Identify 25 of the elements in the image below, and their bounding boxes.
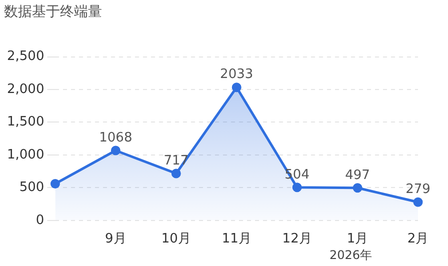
chart-title: 数据基于终端量 [4, 4, 102, 20]
y-tick-label: 2,500 [7, 49, 44, 64]
y-tick-label: 2,000 [7, 82, 44, 97]
y-tick-label: 500 [19, 180, 44, 196]
x-tick-label: 11月 [222, 232, 252, 247]
y-tick-label: 1,500 [7, 114, 44, 130]
y-tick-label: 0 [36, 212, 44, 228]
point [413, 197, 423, 207]
x-tick-label: 2月 [407, 232, 429, 247]
x-tick-label: 10月 [161, 232, 191, 247]
data-label: 497 [345, 168, 370, 183]
point [110, 146, 120, 156]
point [292, 182, 302, 192]
y-tick-label: 1,000 [7, 147, 44, 162]
point [352, 183, 362, 193]
x-tick-label: 1月 [346, 232, 368, 247]
x-tick-label: 9月 [105, 232, 126, 247]
text: 2026年 [329, 248, 372, 262]
point [232, 82, 242, 92]
data-label: 279 [406, 182, 430, 198]
point [171, 168, 181, 178]
point [50, 179, 60, 189]
data-label: 1068 [99, 130, 132, 146]
x-tick-label: 12月 [282, 232, 312, 247]
data-label: 2033 [220, 67, 254, 82]
